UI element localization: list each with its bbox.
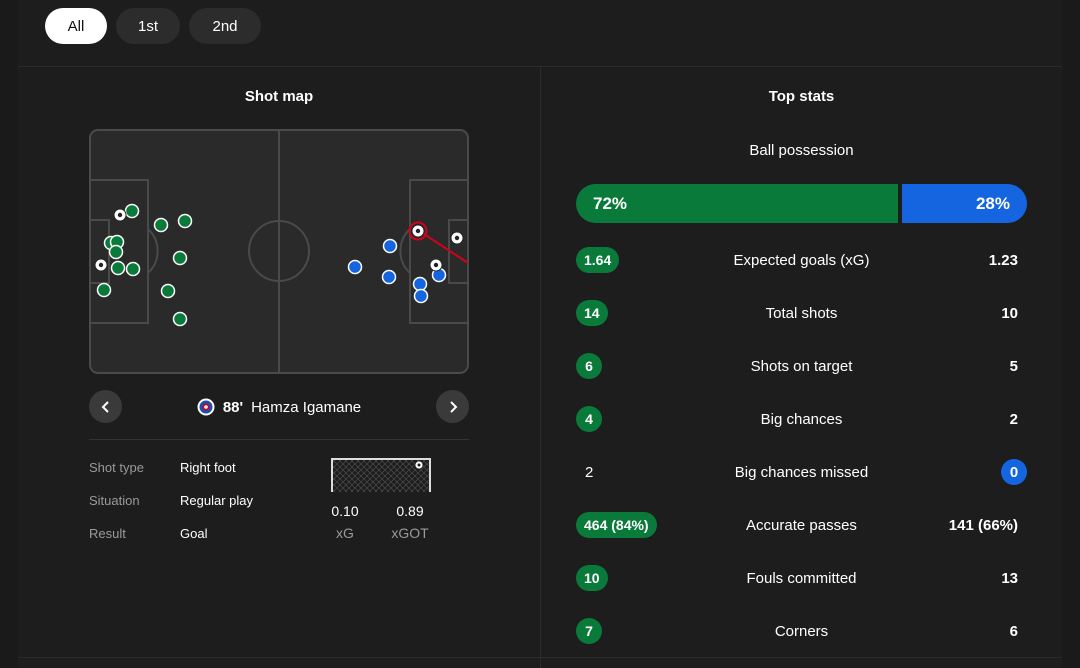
goal-mouth-diagram [331,458,431,492]
stat-home-value: 14 [576,300,608,326]
shot-marker[interactable] [381,269,397,285]
stat-row: Shots on target 6 5 [576,353,1027,379]
shot-marker[interactable] [177,213,193,229]
shot-xgot: 0.89 xGOT [385,503,435,541]
shot-marker[interactable] [172,311,188,327]
stat-row: Corners 7 6 [576,618,1027,644]
stat-away-value: 0 [1001,459,1027,485]
stat-row: Expected goals (xG) 1.64 1.23 [576,247,1027,273]
stat-label: Total shots [765,304,838,322]
stat-home-value: 464 (84%) [576,512,657,538]
stat-home-value: 1.64 [576,247,620,273]
stat-label: Corners [774,622,829,640]
shot-detail-value: Regular play [180,493,253,508]
shot-detail-label: Shot type [89,460,144,475]
stat-home-value: 2 [585,463,594,481]
possession-label: Ball possession [749,142,854,159]
away-shots [347,238,447,304]
stat-away-value: 6 [1009,622,1018,640]
shot-marker[interactable] [110,260,126,276]
stat-row: Big chances missed 2 0 [576,459,1027,485]
selected-shot-info: 88' Hamza Igamane [89,396,469,418]
shot-marker[interactable] [124,203,140,219]
shot-xg: 0.10 xG [320,503,370,541]
xg-value: 0.10 [331,503,359,519]
stat-home-value: 7 [576,618,602,644]
shot-map-pitch [89,129,469,374]
shot-map-title: Shot map [244,88,314,105]
shot-marker[interactable] [382,238,398,254]
goal-ball-icon [414,460,424,470]
top-stats-title: Top stats [768,88,835,105]
xg-label: xG [336,525,354,541]
shot-marker[interactable] [347,259,363,275]
shot-marker[interactable] [96,282,112,298]
shot-minute: 88' [222,398,244,416]
shot-marker[interactable] [412,276,428,292]
stat-away-value: 10 [1001,304,1018,322]
goal-ball-icon[interactable] [113,208,127,222]
divider [18,66,1062,67]
possession-home: 72% [576,184,898,223]
shot-detail-value: Goal [180,526,208,541]
stat-label: Accurate passes [746,516,857,534]
tab-second-half[interactable]: 2nd [189,8,261,44]
selected-shot-marker[interactable] [408,221,428,241]
stat-home-value: 10 [576,565,608,591]
rangers-badge-icon [197,398,215,416]
shot-detail-row: Situation Regular play [89,493,253,511]
shot-detail-row: Shot type Right foot [89,460,236,478]
stat-label: Fouls committed [746,569,857,587]
shot-detail-label: Situation [89,493,140,508]
stat-row: Big chances 4 2 [576,406,1027,432]
tab-first-half[interactable]: 1st [116,8,180,44]
shot-marker[interactable] [172,250,188,266]
stat-away-value: 1.23 [988,251,1018,269]
match-stats-panel: All 1st 2nd Shot map [18,0,1062,668]
xgot-label: xGOT [391,525,429,541]
shot-marker[interactable] [153,217,169,233]
goal-ball-icon[interactable] [94,258,108,272]
home-shots [96,203,193,327]
stat-home-value: 4 [576,406,602,432]
shot-detail-label: Result [89,526,126,541]
stat-label: Big chances [760,410,843,428]
stat-away-value: 5 [1009,357,1018,375]
possession-away: 28% [902,184,1027,223]
divider [18,657,1062,658]
shot-marker[interactable] [108,244,124,260]
stat-away-value: 141 (66%) [948,516,1018,534]
away-goals [408,221,464,272]
stat-label: Shots on target [750,357,853,375]
xgot-value: 0.89 [396,503,424,519]
possession-bar: 72% 28% [576,184,1027,223]
shot-detail-row: Result Goal [89,526,207,544]
stat-away-value: 13 [1001,569,1018,587]
stat-row: Total shots 14 10 [576,300,1027,326]
previous-shot-button[interactable] [89,390,122,423]
goal-ball-icon[interactable] [429,258,443,272]
chevron-right-icon [449,400,457,413]
home-goals [94,208,127,272]
stat-row: Fouls committed 10 13 [576,565,1027,591]
chevron-left-icon [101,400,109,413]
next-shot-button[interactable] [436,390,469,423]
goal-ball-icon[interactable] [450,231,464,245]
stat-home-value: 6 [576,353,602,379]
shot-marker[interactable] [125,261,141,277]
stat-row: Accurate passes 464 (84%) 141 (66%) [576,512,1027,538]
stat-away-value: 2 [1009,410,1018,428]
tab-all[interactable]: All [45,8,107,44]
column-divider [540,67,541,668]
shot-player-name: Hamza Igamane [251,398,362,416]
period-tabs: All 1st 2nd [45,8,261,44]
shot-detail-value: Right foot [180,460,236,475]
stat-label: Expected goals (xG) [733,251,870,269]
divider [89,439,469,440]
shot-marker[interactable] [160,283,176,299]
stat-label: Big chances missed [734,463,869,481]
shot-marker[interactable] [413,288,429,304]
